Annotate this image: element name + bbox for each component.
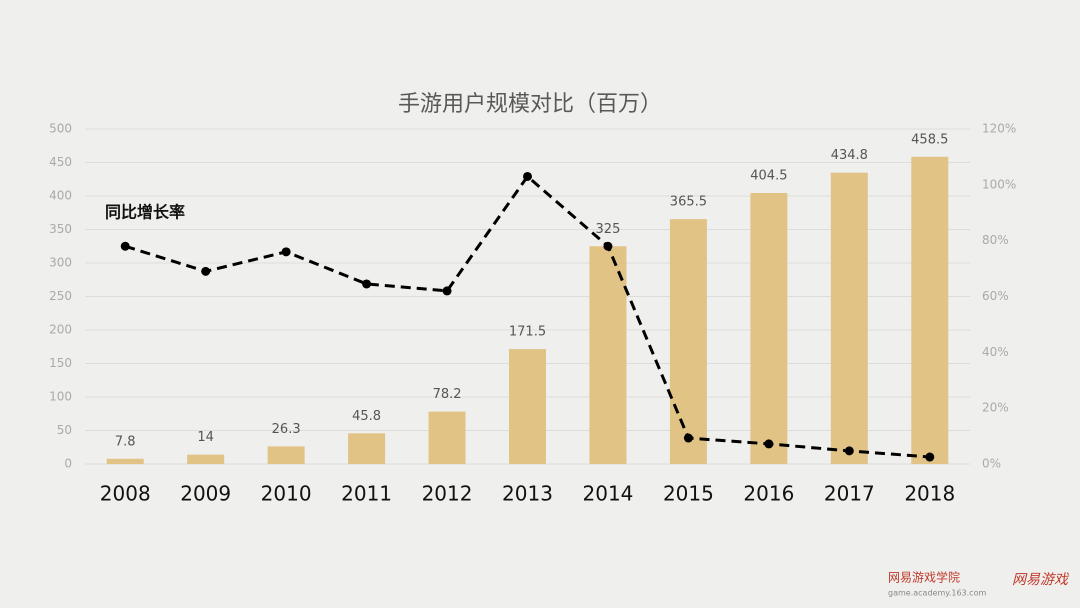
line-marker xyxy=(523,171,532,181)
bar xyxy=(267,446,305,464)
y-tick-label: 250 xyxy=(49,289,72,303)
y2-tick-label: 40% xyxy=(982,345,1009,359)
data-label: 7.8 xyxy=(115,434,136,449)
x-tick-label: 2013 xyxy=(502,482,553,506)
data-label: 404.5 xyxy=(750,168,787,183)
bar xyxy=(750,192,788,465)
y2-tick-label: 60% xyxy=(982,289,1009,303)
bar xyxy=(669,219,707,464)
y-tick-label: 200 xyxy=(49,323,72,337)
x-tick-label: 2011 xyxy=(341,482,392,506)
bar xyxy=(911,156,949,464)
data-label: 325 xyxy=(596,222,621,237)
data-label: 78.2 xyxy=(433,387,462,402)
x-tick-label: 2018 xyxy=(904,482,955,506)
bar xyxy=(348,433,386,464)
x-tick-label: 2016 xyxy=(743,482,794,506)
y-tick-label: 400 xyxy=(49,189,72,203)
line-marker xyxy=(442,286,452,296)
bar xyxy=(106,458,144,464)
x-tick-label: 2009 xyxy=(180,482,231,506)
data-label: 171.5 xyxy=(509,325,546,340)
line-marker xyxy=(844,446,854,456)
y-tick-label: 450 xyxy=(49,155,72,169)
y-tick-label: 150 xyxy=(49,356,72,370)
footer-logo: 网易游戏 xyxy=(1012,572,1070,588)
y2-tick-label: 100% xyxy=(982,177,1016,191)
y2-tick-label: 20% xyxy=(982,401,1009,415)
line-marker xyxy=(603,241,613,251)
y2-tick-label: 0% xyxy=(982,457,1001,471)
x-tick-label: 2014 xyxy=(583,482,634,506)
footer-brand: 网易游戏学院 xyxy=(888,570,960,585)
data-label: 26.3 xyxy=(272,422,301,437)
y2-tick-label: 120% xyxy=(982,122,1016,136)
x-tick-label: 2010 xyxy=(261,482,312,506)
y2-tick-label: 80% xyxy=(982,233,1009,247)
data-label: 45.8 xyxy=(352,409,381,424)
y-tick-label: 50 xyxy=(57,423,72,437)
bar xyxy=(509,349,546,464)
y-tick-label: 100 xyxy=(49,390,72,404)
x-tick-label: 2008 xyxy=(100,482,151,506)
x-tick-label: 2015 xyxy=(663,482,714,506)
bar xyxy=(589,246,627,464)
y-tick-label: 350 xyxy=(49,222,72,236)
line-marker xyxy=(764,439,774,449)
bar xyxy=(428,411,466,464)
line-marker xyxy=(120,241,130,251)
line-marker xyxy=(925,452,935,462)
y-tick-label: 300 xyxy=(49,256,72,270)
data-label: 458.5 xyxy=(911,132,948,147)
bar xyxy=(830,172,868,464)
x-tick-label: 2017 xyxy=(824,482,875,506)
line xyxy=(124,174,930,459)
y-tick-label: 0 xyxy=(64,457,72,471)
y-tick-label: 500 xyxy=(49,122,72,136)
line-marker xyxy=(683,433,693,443)
line-marker xyxy=(362,279,372,289)
bar xyxy=(187,454,225,464)
data-label: 434.8 xyxy=(831,148,868,163)
footer-url: game.academy.163.com xyxy=(888,589,986,598)
data-label: 14 xyxy=(197,430,214,445)
line-marker xyxy=(281,247,291,257)
line-marker xyxy=(201,266,211,276)
annotation: 同比增长率 xyxy=(105,203,185,222)
chart-title: 手游用户规模对比（百万） xyxy=(398,92,662,117)
data-label: 365.5 xyxy=(670,195,707,210)
x-tick-label: 2012 xyxy=(422,482,473,506)
